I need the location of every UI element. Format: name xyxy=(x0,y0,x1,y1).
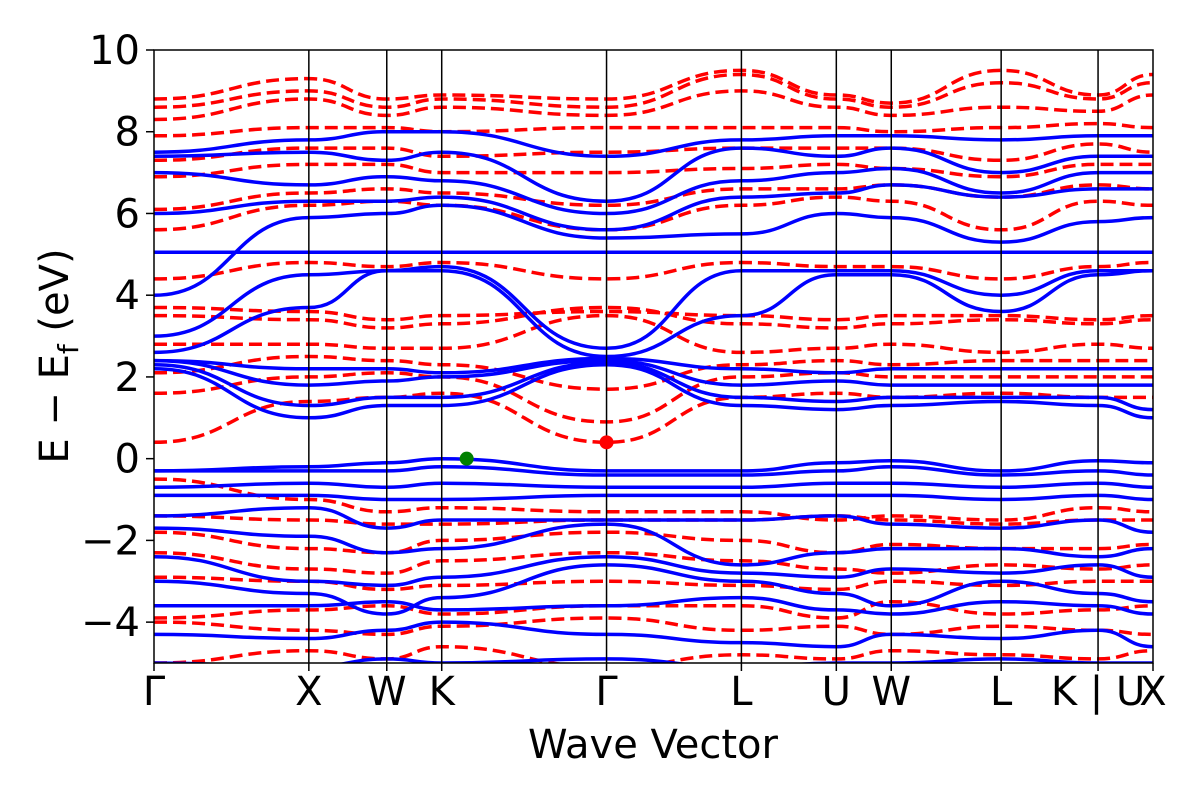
band-line xyxy=(154,456,1153,473)
band-line xyxy=(154,616,1153,637)
x-tick-label: K xyxy=(429,669,457,715)
x-tick-label: Γ xyxy=(143,669,166,715)
y-tick-label: −4 xyxy=(81,600,140,646)
band-line xyxy=(154,162,1153,179)
band-line xyxy=(154,68,1153,105)
high-symmetry-lines xyxy=(308,50,1099,663)
band-line xyxy=(154,360,1153,412)
band-line xyxy=(154,575,1153,592)
band-line xyxy=(154,530,1153,555)
band-line xyxy=(154,554,1153,588)
y-axis-label: E − Ef (eV) xyxy=(32,248,85,463)
band-line xyxy=(154,121,1153,138)
x-tick-label: X xyxy=(295,669,322,715)
band-line xyxy=(154,522,1153,567)
band-line xyxy=(154,305,1153,330)
band-line xyxy=(154,268,1153,359)
band-line xyxy=(154,313,1153,355)
band-line xyxy=(154,305,1153,322)
band-line xyxy=(154,620,1153,649)
band-line xyxy=(154,362,1153,420)
band-line xyxy=(154,356,1153,375)
y-tick-label: 10 xyxy=(89,28,140,74)
y-tick-label: 2 xyxy=(115,355,140,401)
series-solid xyxy=(154,129,1153,663)
band-line xyxy=(154,146,1153,203)
band-line xyxy=(154,493,1153,502)
x-tick-label: L xyxy=(990,669,1013,715)
cbm-marker xyxy=(599,435,614,450)
y-axis-label-unit: (eV) xyxy=(32,248,78,344)
y-axis-label-subscript: f xyxy=(52,343,85,354)
bands-layer xyxy=(154,68,1153,663)
band-line xyxy=(154,166,1153,216)
band-line xyxy=(154,514,1153,526)
band-line xyxy=(154,657,1153,663)
band-line xyxy=(154,129,1153,159)
series-dashed xyxy=(154,68,1153,663)
band-line xyxy=(154,89,1153,122)
x-tick-label: Γ xyxy=(595,669,618,715)
y-axis-label-main: E − E xyxy=(32,354,78,464)
band-line xyxy=(154,550,1153,575)
band-line xyxy=(154,563,1153,616)
band-line xyxy=(154,264,1153,351)
band-line xyxy=(154,391,1153,445)
band-line xyxy=(154,644,1153,663)
extrema-markers xyxy=(459,435,614,466)
x-tick-label: K | U xyxy=(1051,669,1145,715)
x-tick-label: U xyxy=(822,669,851,715)
x-tick-label: X xyxy=(1139,669,1166,715)
y-tick-label: 8 xyxy=(115,110,140,156)
y-tick-label: −2 xyxy=(81,518,140,564)
band-line xyxy=(154,477,1153,522)
band-line xyxy=(154,183,1153,232)
y-axis-ticks: −4 −2 0 2 4 6 8 10 xyxy=(81,28,154,646)
band-line xyxy=(154,505,1153,534)
vbm-marker xyxy=(459,451,474,466)
x-axis-label: Wave Vector xyxy=(528,722,779,768)
band-line xyxy=(154,599,1153,620)
band-line xyxy=(154,354,1153,391)
y-tick-label: 6 xyxy=(115,191,140,237)
x-tick-label: W xyxy=(367,669,407,715)
band-line xyxy=(154,481,1153,490)
band-line xyxy=(154,72,1153,109)
band-line xyxy=(154,195,1153,232)
x-tick-label: W xyxy=(871,669,911,715)
band-line xyxy=(154,465,1153,477)
plot-frame xyxy=(153,49,1154,664)
band-line xyxy=(154,142,1153,163)
band-line xyxy=(154,203,1153,297)
band-line xyxy=(154,260,1153,281)
x-tick-label: L xyxy=(730,669,753,715)
y-tick-label: 4 xyxy=(115,273,140,319)
y-tick-label: 0 xyxy=(115,437,140,483)
